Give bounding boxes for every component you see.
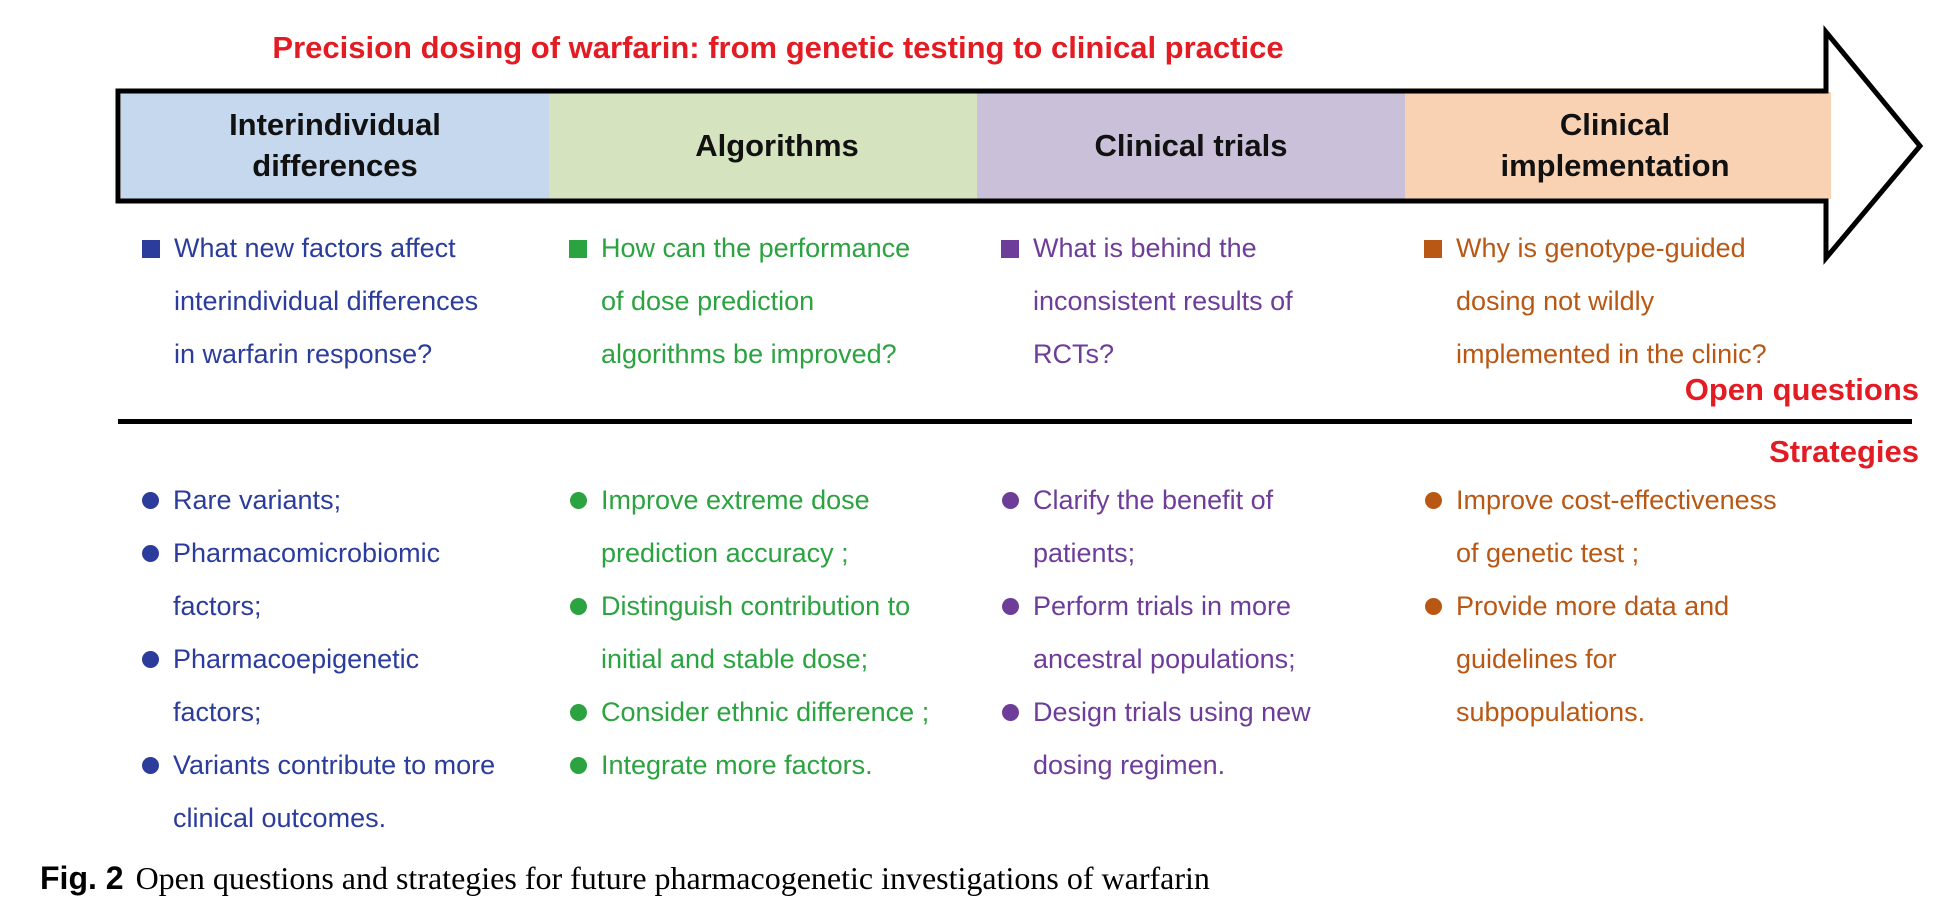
question-implementation: Why is genotype-guided dosing not wildly…	[1424, 222, 1767, 381]
dot-bullet	[142, 492, 159, 509]
question-clinical-trials: What is behind the inconsistent results …	[1001, 222, 1293, 381]
square-bullet	[142, 240, 160, 258]
stage-algorithms: Algorithms	[695, 127, 859, 163]
open-questions-label: Open questions	[1684, 372, 1919, 407]
dot-bullet	[1002, 704, 1019, 721]
strategies-interindividual: Rare variants; Pharmacomicrobiomic factor…	[141, 474, 495, 845]
arrow-outline	[115, 25, 1924, 265]
dot-bullet	[1425, 492, 1442, 509]
strategy-item: Consider ethnic difference ;	[569, 686, 929, 739]
stage-band-implementation	[1405, 92, 1831, 199]
dot-bullet	[570, 492, 587, 509]
strategy-item: Perform trials in more ancestral populati…	[1001, 580, 1311, 686]
dot-bullet	[1002, 492, 1019, 509]
dot-bullet	[142, 757, 159, 774]
strategy-item: Improve extreme dose prediction accuracy …	[569, 474, 929, 580]
strategies-clinical-trials: Clarify the benefit of patients; Perform …	[1001, 474, 1311, 792]
square-bullet	[1424, 240, 1442, 258]
caption-text: Open questions and strategies for future…	[135, 860, 1210, 896]
strategy-item: Variants contribute to more clinical outc…	[141, 739, 495, 845]
stage-band-clinical-trials	[977, 92, 1405, 199]
dot-bullet	[1002, 598, 1019, 615]
strategy-item: Pharmacomicrobiomic factors;	[141, 527, 495, 633]
dot-bullet	[142, 545, 159, 562]
figure-label: Fig. 2	[40, 860, 124, 896]
timeline-arrow	[115, 25, 1924, 265]
stage-band-interindividual	[121, 92, 549, 199]
dot-bullet	[570, 757, 587, 774]
square-bullet	[569, 240, 587, 258]
strategy-item: Improve cost-effectiveness of genetic tes…	[1424, 474, 1777, 580]
stage-band-algorithms	[549, 92, 977, 199]
figure-caption: Fig. 2 Open questions and strategies for …	[40, 860, 1210, 897]
stage-clinical-trials: Clinical trials	[1094, 127, 1288, 163]
dot-bullet	[1425, 598, 1442, 615]
stage-interindividual-differences: Interindividual differences	[229, 107, 441, 183]
strategies-algorithms: Improve extreme dose prediction accuracy …	[569, 474, 929, 792]
diagram-title: Precision dosing of warfarin: from genet…	[272, 30, 1284, 65]
strategy-item: Clarify the benefit of patients;	[1001, 474, 1311, 580]
strategy-item: Distinguish contribution to initial and s…	[569, 580, 929, 686]
strategy-item: Rare variants;	[141, 474, 495, 527]
square-bullet	[1001, 240, 1019, 258]
strategy-item: Pharmacoepigenetic factors;	[141, 633, 495, 739]
dot-bullet	[570, 598, 587, 615]
dot-bullet	[570, 704, 587, 721]
question-algorithms: How can the performance of dose predicti…	[569, 222, 910, 381]
strategies-label: Strategies	[1769, 434, 1919, 469]
section-divider	[118, 419, 1912, 424]
question-interindividual: What new factors affect interindividual …	[142, 222, 478, 381]
stage-clinical-implementation: Clinical implementation	[1500, 107, 1730, 183]
strategies-implementation: Improve cost-effectiveness of genetic tes…	[1424, 474, 1777, 739]
strategy-item: Provide more data and guidelines for subpo…	[1424, 580, 1777, 739]
strategy-item: Design trials using new dosing regimen.	[1001, 686, 1311, 792]
dot-bullet	[142, 651, 159, 668]
strategy-item: Integrate more factors.	[569, 739, 929, 792]
